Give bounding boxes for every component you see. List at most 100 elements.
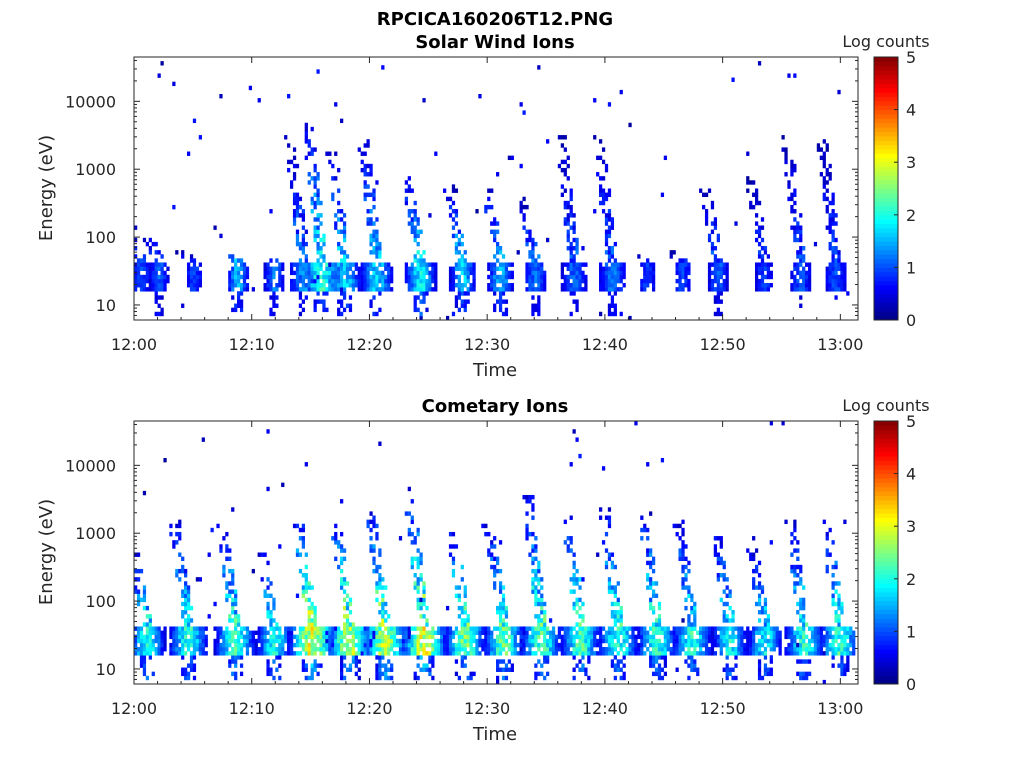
heatmap-cell <box>504 262 509 267</box>
heatmap-cell <box>722 634 726 640</box>
heatmap-cell <box>757 630 762 635</box>
x-ticks-cometary: 12:00 12:10 12:20 12:30 12:40 12:50 13:00 <box>111 421 863 718</box>
heatmap-cell <box>522 213 526 218</box>
heatmap-cell <box>228 568 232 574</box>
heatmap-cell <box>504 274 509 280</box>
heatmap-cell <box>186 278 191 284</box>
x-tick-label: 12:30 <box>464 335 510 354</box>
heatmap-cell <box>466 675 470 681</box>
heatmap-cell <box>342 237 347 243</box>
heatmap-cell <box>790 159 794 165</box>
heatmap-cell <box>198 577 202 582</box>
heatmap-cell <box>351 638 356 644</box>
heatmap-cell <box>525 262 529 267</box>
heatmap-cell <box>663 671 667 677</box>
heatmap-cell <box>513 638 517 644</box>
heatmap-cell <box>575 651 579 656</box>
heatmap-cell <box>134 577 138 582</box>
heatmap-cell <box>578 667 582 672</box>
heatmap-cell <box>534 642 538 648</box>
heatmap-cell <box>384 262 388 267</box>
heatmap-cell <box>563 647 567 652</box>
colorbar-segment <box>874 219 898 225</box>
heatmap-cell <box>713 258 718 263</box>
heatmap-cell <box>746 647 750 652</box>
heatmap-cell <box>228 651 232 656</box>
heatmap-cell <box>487 262 491 267</box>
heatmap-cell <box>142 655 147 660</box>
heatmap-cell <box>298 204 303 210</box>
x-tick-label: 12:00 <box>111 699 157 718</box>
heatmap-cell <box>731 614 735 619</box>
heatmap-cell <box>422 266 426 271</box>
heatmap-cell <box>749 634 753 640</box>
heatmap-cell <box>643 642 647 648</box>
heatmap-cell <box>525 634 529 640</box>
heatmap-cell <box>251 634 255 640</box>
heatmap-cell <box>145 634 150 640</box>
heatmap-cell <box>345 581 350 586</box>
heatmap-cell <box>181 655 185 660</box>
heatmap-cell <box>186 647 191 652</box>
heatmap-cell <box>419 278 423 284</box>
heatmap-cell <box>610 266 615 271</box>
heatmap-cell <box>504 626 509 631</box>
heatmap-cell <box>222 564 226 570</box>
heatmap-cell <box>537 266 541 271</box>
heatmap-cell <box>375 634 379 640</box>
heatmap-cell <box>184 589 188 594</box>
heatmap-cell <box>537 601 541 607</box>
heatmap-cell <box>713 536 718 541</box>
heatmap-cell <box>649 642 653 648</box>
heatmap-cell <box>381 585 385 590</box>
heatmap-cell <box>310 196 314 202</box>
heatmap-cell <box>690 634 694 640</box>
heatmap-cell <box>398 536 403 541</box>
heatmap-cell <box>534 278 538 284</box>
heatmap-cell <box>451 283 456 288</box>
heatmap-cells-cometary <box>134 421 856 685</box>
heatmap-cell <box>484 630 488 635</box>
heatmap-cell <box>498 667 503 672</box>
heatmap-cell <box>342 229 347 234</box>
heatmap-cell <box>496 241 500 247</box>
heatmap-cell <box>363 270 367 276</box>
heatmap-cell <box>769 667 773 672</box>
heatmap-cell <box>466 642 470 648</box>
heatmap-cell <box>460 270 464 276</box>
heatmap-cell <box>451 544 456 549</box>
heatmap-cell <box>731 651 735 656</box>
heatmap-cell <box>604 548 609 553</box>
heatmap-cell <box>622 675 626 681</box>
heatmap-cell <box>407 647 411 652</box>
heatmap-cell <box>799 237 803 243</box>
colorbar-segment <box>874 469 898 475</box>
heatmap-cell <box>307 143 311 148</box>
heatmap-cell <box>519 200 523 206</box>
heatmap-cell <box>719 270 723 276</box>
heatmap-cell <box>563 642 567 648</box>
heatmap-cell <box>719 573 723 578</box>
heatmap-cell <box>604 229 609 234</box>
heatmap-cell <box>307 180 311 185</box>
heatmap-cell <box>646 278 650 284</box>
heatmap-cell <box>572 667 576 672</box>
heatmap-cell <box>793 638 797 644</box>
heatmap-cell <box>754 266 759 271</box>
heatmap-cell <box>651 622 656 627</box>
heatmap-cell <box>304 626 308 631</box>
heatmap-cell <box>416 258 420 263</box>
heatmap-cell <box>528 499 532 504</box>
heatmap-cell <box>460 291 464 296</box>
heatmap-cell <box>384 626 388 631</box>
heatmap-cell <box>572 577 576 582</box>
heatmap-cell <box>448 552 453 557</box>
heatmap-cell <box>181 589 185 594</box>
heatmap-cell <box>186 630 191 635</box>
heatmap-cell <box>369 630 373 635</box>
heatmap-cell <box>528 494 532 500</box>
heatmap-cell <box>363 180 367 185</box>
heatmap-cell <box>372 188 376 193</box>
heatmap-cell <box>242 287 247 292</box>
heatmap-cell <box>519 626 523 631</box>
